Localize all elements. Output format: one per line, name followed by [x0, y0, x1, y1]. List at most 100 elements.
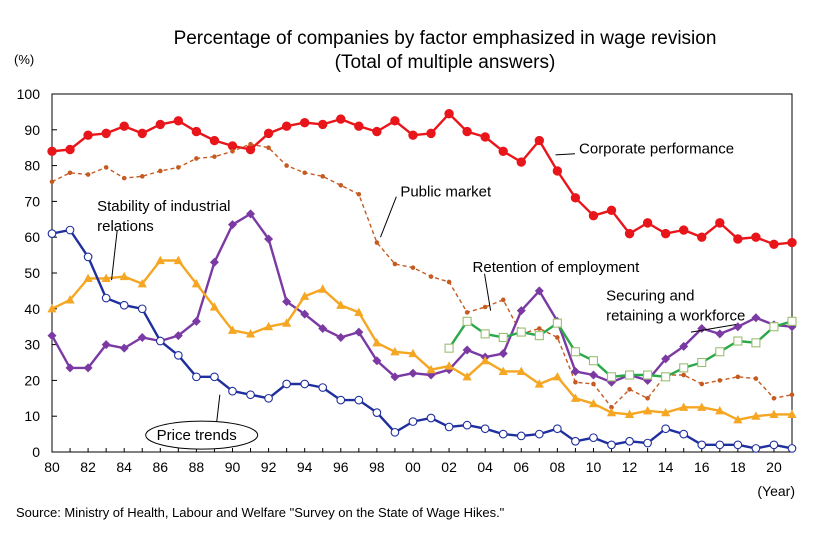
x-tick-label: 16	[694, 459, 710, 475]
data-point	[318, 119, 328, 130]
x-tick-label: 06	[513, 459, 529, 475]
data-point	[119, 343, 129, 353]
x-tick-label: 88	[189, 459, 205, 475]
data-point	[679, 429, 689, 439]
data-point	[462, 372, 472, 381]
data-point	[771, 396, 777, 401]
y-tick-label: 50	[24, 265, 40, 281]
x-axis-unit-label: (Year)	[757, 483, 795, 499]
data-point	[356, 191, 362, 197]
y-tick-label: 0	[32, 444, 40, 460]
data-point	[83, 252, 93, 262]
data-point	[282, 379, 291, 389]
data-point	[697, 402, 707, 411]
data-point	[516, 327, 526, 337]
data-point	[751, 313, 761, 323]
y-tick-label: 60	[24, 229, 40, 245]
chart-title: Percentage of companies by factor emphas…	[174, 28, 717, 49]
data-point	[625, 436, 634, 446]
annotation-label: Corporate performance	[579, 141, 734, 158]
x-tick-label: 10	[586, 459, 602, 475]
data-point	[552, 372, 562, 381]
data-point	[119, 271, 129, 281]
data-point	[281, 121, 292, 131]
data-point	[733, 336, 743, 346]
data-point	[500, 297, 506, 303]
data-point	[679, 225, 689, 235]
data-point	[103, 165, 109, 170]
data-point	[139, 174, 145, 179]
data-point	[480, 132, 490, 142]
data-point	[715, 218, 725, 228]
annotation-label: Securing and	[606, 287, 694, 304]
data-point	[715, 347, 725, 357]
data-point	[715, 440, 725, 450]
data-point	[606, 205, 617, 216]
data-point	[374, 240, 380, 245]
data-point	[534, 331, 544, 341]
data-point	[155, 119, 165, 130]
data-point	[83, 363, 93, 373]
x-tick-label: 08	[550, 459, 566, 475]
data-point	[446, 279, 452, 285]
annotation-ellipse	[145, 420, 259, 450]
y-tick-label: 90	[24, 122, 40, 138]
data-point	[338, 182, 344, 188]
series-line	[51, 259, 792, 421]
data-point	[769, 440, 779, 450]
data-point	[553, 424, 562, 434]
data-point	[83, 273, 93, 282]
data-point	[642, 218, 653, 228]
annotation-label: Stability of industrial	[97, 198, 230, 215]
data-point	[119, 300, 129, 310]
annotation-label: retaining a workforce	[606, 307, 745, 324]
annotation-corporate-performance: Corporate performance	[555, 141, 734, 158]
data-point	[408, 348, 418, 358]
data-point	[607, 440, 616, 450]
data-point	[137, 278, 147, 288]
data-point	[498, 429, 508, 439]
data-point	[318, 383, 328, 392]
data-point	[444, 422, 454, 432]
data-point	[390, 116, 400, 126]
y-tick-label: 100	[17, 86, 41, 102]
data-point	[65, 363, 75, 373]
data-point	[155, 336, 165, 346]
data-point	[643, 438, 652, 448]
data-point	[462, 345, 472, 355]
data-point	[480, 424, 490, 434]
data-point	[137, 332, 147, 342]
data-point	[645, 396, 650, 401]
data-point	[191, 278, 201, 288]
chart-subtitle: (Total of multiple answers)	[335, 52, 556, 73]
data-point	[660, 228, 671, 239]
data-point	[173, 116, 184, 126]
data-point	[210, 372, 219, 382]
data-point	[534, 429, 544, 439]
data-point	[679, 341, 689, 351]
data-point	[137, 304, 147, 314]
data-point	[769, 239, 779, 250]
data-point	[588, 398, 599, 408]
data-point	[516, 157, 526, 167]
data-point	[570, 366, 580, 376]
data-point	[462, 420, 472, 430]
data-point	[735, 374, 741, 380]
data-point	[661, 424, 671, 434]
data-point	[534, 379, 544, 388]
data-point	[444, 108, 454, 119]
data-point	[299, 117, 310, 128]
data-point	[248, 141, 253, 147]
y-tick-label: 10	[24, 408, 40, 424]
data-point	[426, 413, 436, 423]
annotation-leader	[690, 323, 737, 333]
series-corporate-performance	[47, 108, 797, 250]
data-point	[336, 114, 346, 124]
data-point	[609, 404, 614, 410]
data-point	[137, 128, 147, 139]
y-tick-label: 40	[24, 301, 40, 317]
data-point	[245, 329, 256, 338]
data-point	[570, 393, 581, 402]
data-point	[733, 414, 743, 424]
data-point	[570, 347, 580, 357]
